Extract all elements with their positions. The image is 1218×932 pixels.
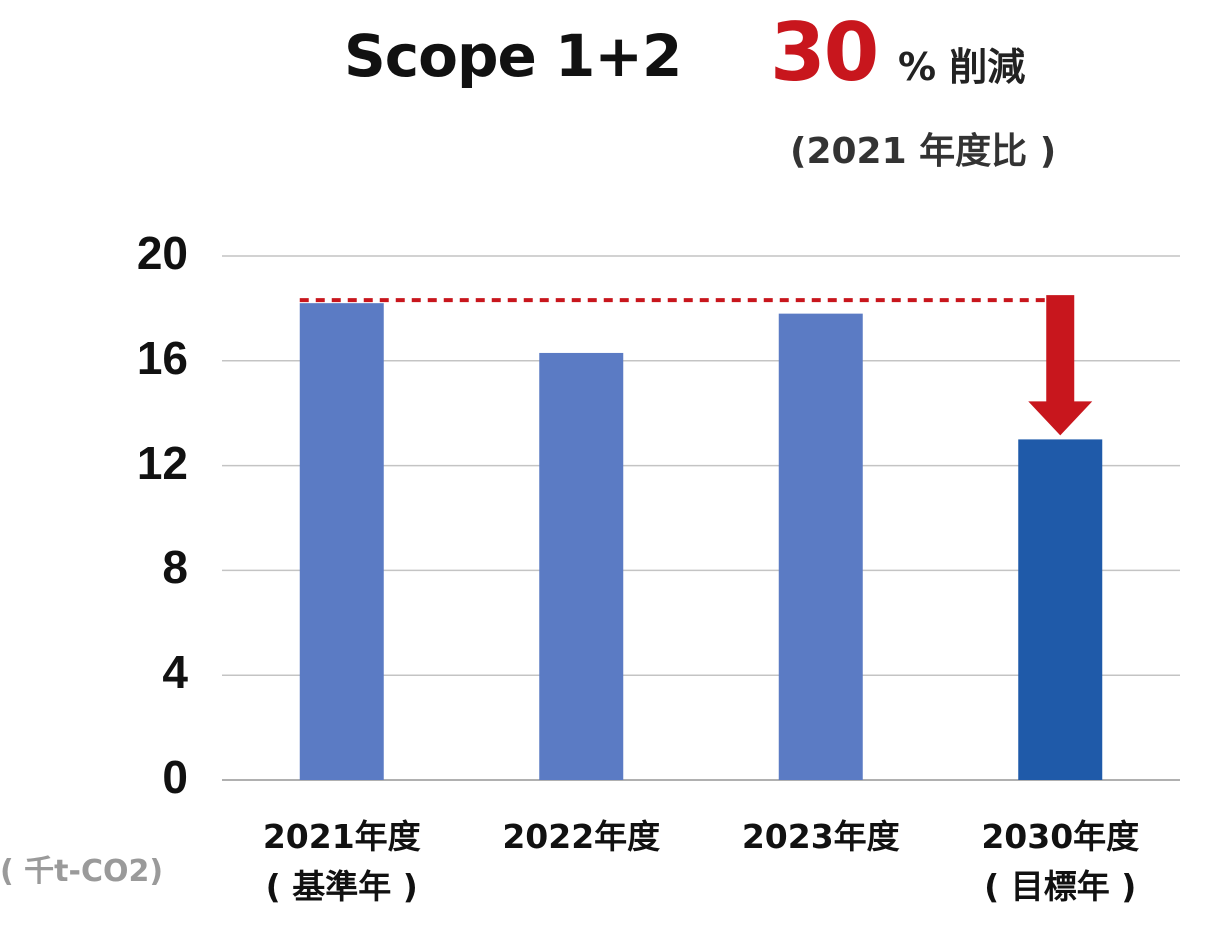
x-category-note: ( 基準年 ) <box>265 867 418 906</box>
bar-4 <box>1018 439 1103 780</box>
annotations <box>299 295 1093 436</box>
x-category-note: ( 目標年 ) <box>984 867 1137 906</box>
chart-title: Scope 1+2 <box>344 22 682 90</box>
x-category-label: 2021年度 ( 基準年 ) <box>232 812 452 912</box>
y-tick-label: 16 <box>136 331 188 384</box>
y-tick-label: 8 <box>162 541 188 594</box>
x-category-label: 2030年度 ( 目標年 ) <box>950 812 1170 912</box>
x-category-year: 2022年度 <box>502 817 661 856</box>
bar-1 <box>299 303 384 780</box>
reduction-label: % 削減 <box>898 45 1026 89</box>
reduction-percent: 30 <box>770 6 879 99</box>
x-category-year: 2023年度 <box>741 817 900 856</box>
y-tick-label: 12 <box>136 436 188 489</box>
y-tick-label: 4 <box>162 646 188 699</box>
x-category-label: 2022年度 <box>471 812 691 862</box>
chart-subtitle: (2021 年度比 ) <box>790 131 1057 172</box>
bar-2 <box>539 352 624 780</box>
x-category-label: 2023年度 <box>711 812 931 862</box>
bar-3 <box>778 313 863 780</box>
x-category-year: 2021年度 <box>262 817 421 856</box>
y-tick-label: 20 <box>136 227 188 279</box>
unit-label: ( 千t-CO2) <box>0 854 164 889</box>
reduction-arrow-icon <box>1028 295 1093 436</box>
x-category-year: 2030年度 <box>981 817 1140 856</box>
bars <box>299 303 1103 780</box>
y-tick-label: 0 <box>162 751 188 803</box>
